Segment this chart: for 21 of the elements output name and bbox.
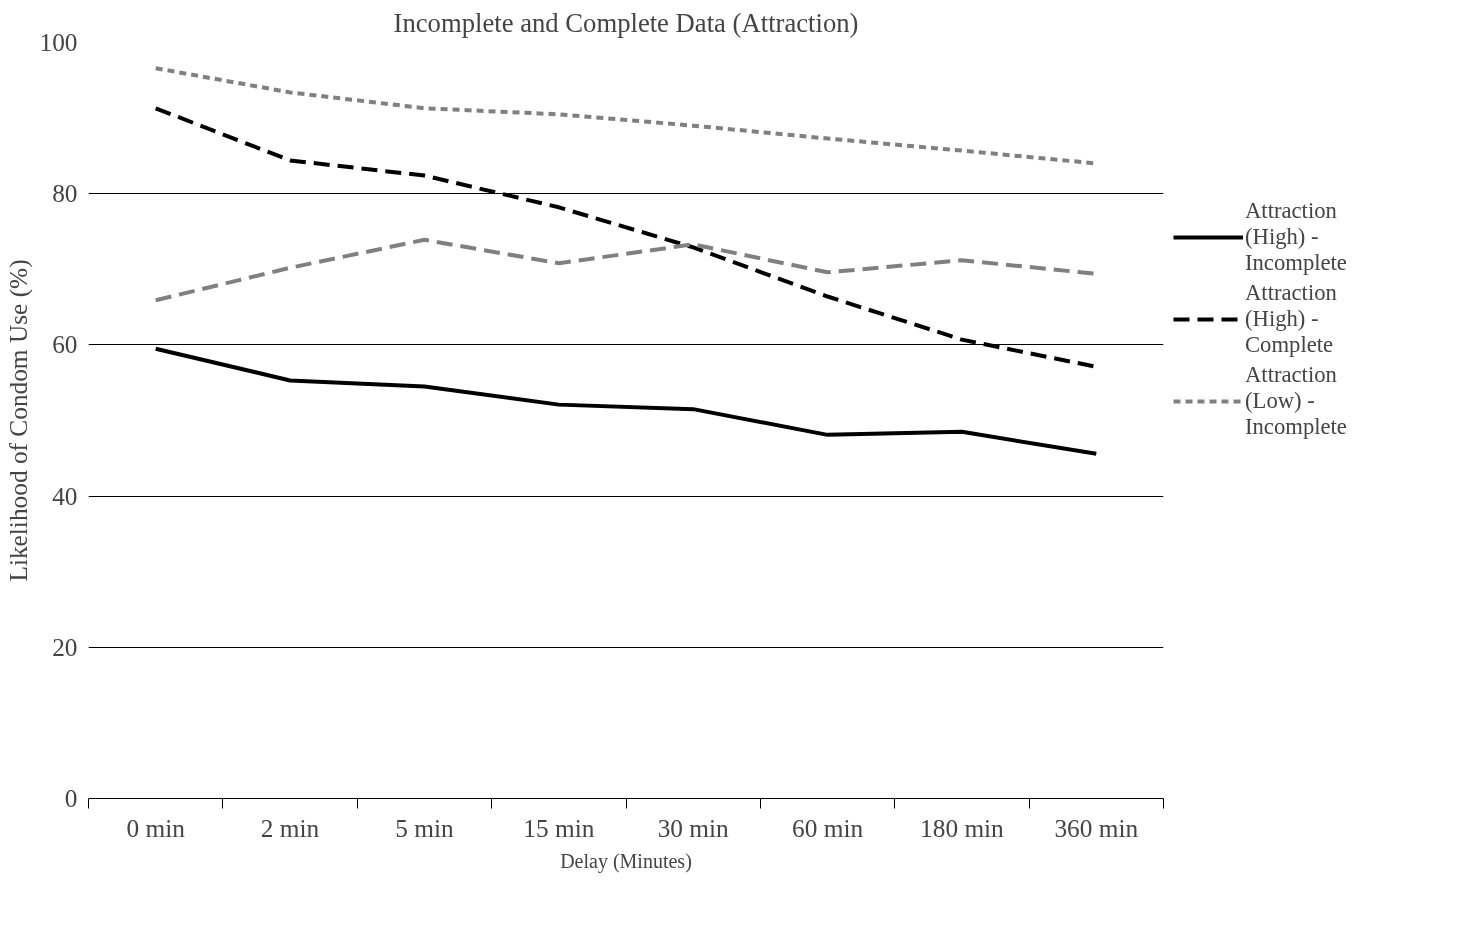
- x-tick-label: 60 min: [792, 813, 864, 842]
- y-tick-label: 0: [64, 784, 78, 812]
- y-axis-title: Likelihood of Condom Use (%): [3, 259, 33, 582]
- legend-label: Attraction (Low) - Incomplete: [1245, 362, 1347, 440]
- x-tick-label: 15 min: [523, 813, 595, 842]
- y-tick-label: 60: [52, 330, 78, 359]
- legend-label: Attraction (High) - Incomplete: [1245, 198, 1347, 276]
- y-tick-label: 80: [52, 179, 78, 208]
- x-tick-label: 2 min: [260, 813, 320, 842]
- x-tick-label: 5 min: [395, 813, 454, 842]
- x-tick-label: 360 min: [1054, 813, 1139, 842]
- x-tick-label: 30 min: [657, 813, 730, 842]
- y-tick-label: 100: [39, 28, 78, 56]
- x-axis-title: Delay (Minutes): [560, 849, 692, 873]
- x-tick-label: 180 min: [920, 813, 1005, 842]
- y-tick-label: 40: [52, 481, 78, 510]
- legend-label: Attraction (High) - Complete: [1245, 280, 1337, 358]
- y-tick-label: 20: [52, 632, 78, 661]
- x-tick-label: 0 min: [126, 813, 186, 842]
- chart-title: Incomplete and Complete Data (Attraction): [393, 7, 859, 38]
- line-series: [153, 346, 1099, 456]
